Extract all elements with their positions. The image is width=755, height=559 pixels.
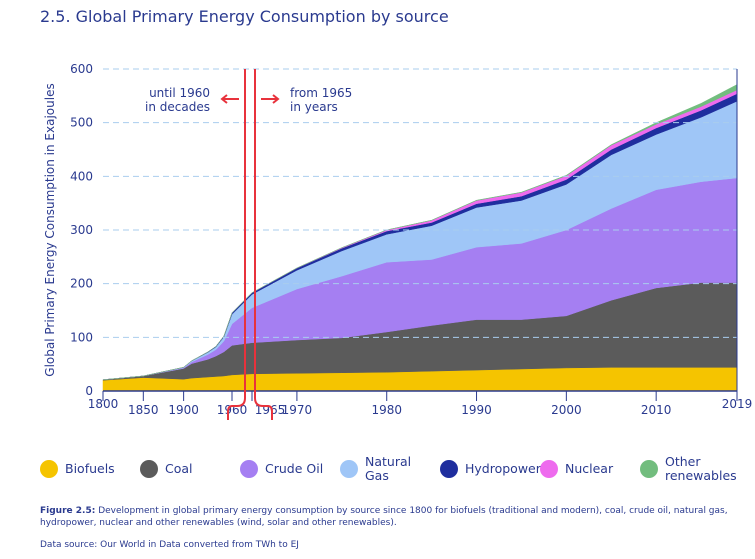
x-tick-label: 2000 [551, 403, 582, 417]
annotation: from 1965 [290, 86, 352, 100]
legend-label: Other renewables [665, 454, 737, 483]
legend-swatch [240, 460, 258, 478]
y-tick-label: 300 [70, 223, 93, 237]
legend-item: Crude Oil [240, 455, 340, 483]
caption-label: Figure 2.5: [40, 506, 96, 516]
legend-swatch [140, 460, 158, 478]
legend-item: Biofuels [40, 455, 140, 483]
legend-label: Nuclear [565, 461, 614, 476]
x-tick-label: 1850 [128, 403, 159, 417]
legend-item: Nuclear [540, 455, 640, 483]
legend-label: Biofuels [65, 461, 115, 476]
annotation: in years [290, 100, 338, 114]
legend-item: Coal [140, 455, 240, 483]
x-tick-label: 1990 [461, 403, 492, 417]
y-tick-label: 600 [70, 62, 93, 76]
legend-swatch [40, 460, 58, 478]
legend-item: Natural Gas [340, 455, 440, 483]
arrow [220, 94, 239, 104]
legend-label: Natural Gas [365, 454, 412, 483]
x-tick-label: 1900 [168, 403, 199, 417]
legend-label: Crude Oil [265, 461, 324, 476]
chart-title: 2.5. Global Primary Energy Consumption b… [40, 7, 449, 26]
y-tick-label: 400 [70, 169, 93, 183]
caption: Figure 2.5: Development in global primar… [40, 505, 740, 529]
legend-label: Coal [165, 461, 193, 476]
legend-label: Hydropower [465, 461, 541, 476]
x-tick-label: 2010 [641, 403, 672, 417]
legend-swatch [440, 460, 458, 478]
legend-swatch [640, 460, 658, 478]
y-tick-label: 500 [70, 116, 93, 130]
x-tick-label: 2019 [722, 397, 753, 411]
y-axis-label: Global Primary Energy Consumption in Exa… [43, 83, 57, 376]
source: Data source: Our World in Data converted… [40, 540, 299, 550]
x-tick-label: 1970 [282, 403, 313, 417]
y-tick-label: 0 [85, 384, 93, 398]
break-line [227, 69, 246, 420]
annotation: until 1960 [149, 86, 210, 100]
chart: 2.5. Global Primary Energy Consumption b… [40, 7, 753, 420]
break-line [254, 69, 273, 420]
y-tick-label: 200 [70, 277, 93, 291]
legend-swatch [540, 460, 558, 478]
legend: Biofuels Coal Crude Oil Natural Gas Hydropow… [40, 455, 750, 483]
legend-item: Hydropower [440, 455, 541, 483]
x-tick-label: 1980 [371, 403, 402, 417]
legend-item: Other renewables [640, 455, 740, 483]
arrow [261, 94, 280, 104]
y-tick-label: 100 [70, 330, 93, 344]
x-tick-label: 1800 [88, 397, 119, 411]
annotation: in decades [145, 100, 210, 114]
legend-swatch [340, 460, 358, 478]
caption-text: Development in global primary energy con… [40, 506, 728, 528]
